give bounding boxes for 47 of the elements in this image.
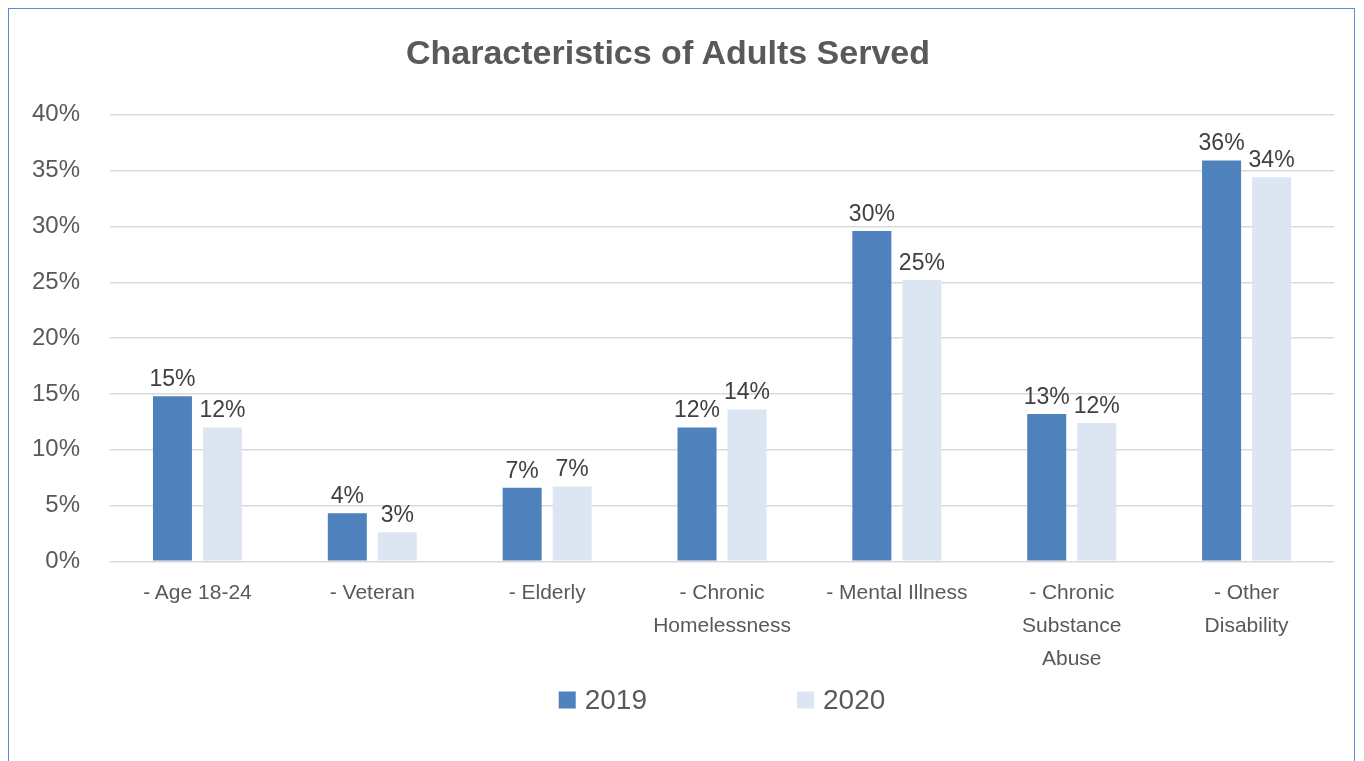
data-label: 14%: [724, 378, 771, 405]
bar: [852, 230, 892, 561]
bar: [552, 486, 592, 561]
data-label: 36%: [1198, 129, 1245, 156]
y-tick-label: 15%: [31, 378, 81, 406]
y-tick-label: 0%: [45, 545, 81, 573]
bar: [1027, 413, 1067, 561]
bar: [327, 513, 367, 561]
bar: [1202, 160, 1242, 561]
data-label: 15%: [149, 364, 196, 391]
bar: [727, 409, 767, 561]
x-tick-label: - Chronic Substance Abuse: [1022, 580, 1122, 669]
y-tick-label: 30%: [31, 211, 81, 239]
bar: [902, 280, 942, 561]
chart-title: Characteristics of Adults Served: [405, 32, 931, 71]
data-label: 34%: [1248, 146, 1295, 173]
x-tick-label: - Mental Illness: [826, 580, 968, 604]
x-tick-label: - Veteran: [329, 580, 415, 604]
data-label: 7%: [555, 455, 589, 482]
y-tick-label: 25%: [31, 266, 81, 294]
data-label: 25%: [898, 248, 945, 275]
bar: [152, 396, 192, 561]
legend-label: 2020: [823, 683, 886, 715]
y-tick-label: 20%: [31, 322, 81, 350]
data-label: 12%: [199, 396, 246, 423]
data-label: 7%: [505, 456, 539, 483]
y-tick-label: 35%: [31, 155, 81, 183]
bar: [377, 532, 417, 561]
bar: [502, 487, 542, 561]
data-label: 12%: [1073, 391, 1120, 418]
data-label: 30%: [848, 199, 895, 226]
data-label: 3%: [380, 501, 414, 528]
x-tick-label: - Other Disability: [1204, 580, 1290, 636]
data-label: 4%: [330, 482, 364, 509]
y-tick-label: 5%: [45, 490, 81, 518]
x-tick-label: - Age 18-24: [143, 580, 253, 604]
legend-label: 2019: [584, 683, 648, 715]
data-label: 13%: [1023, 382, 1070, 409]
bar: [1077, 422, 1117, 561]
data-label: 12%: [673, 396, 721, 423]
y-tick-label: 40%: [31, 99, 81, 127]
y-tick-label: 10%: [31, 434, 81, 462]
x-tick-label: - Chronic Homelessness: [653, 580, 791, 636]
bar: [202, 427, 242, 561]
bar: [1252, 177, 1292, 561]
bar: [677, 427, 717, 561]
x-tick-label: - Elderly: [508, 580, 587, 604]
